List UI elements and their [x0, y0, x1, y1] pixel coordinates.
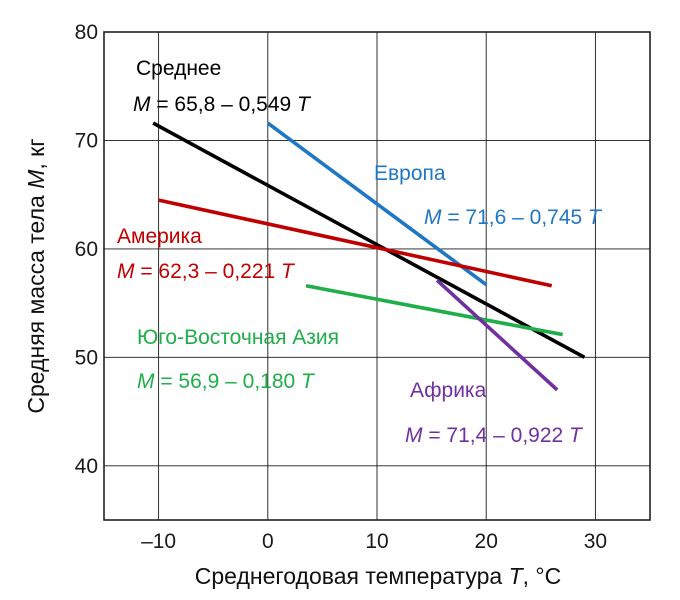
- series-label-america: Америка: [117, 225, 202, 248]
- series-label-se-asia: Юго-Восточная Азия: [137, 326, 339, 349]
- x-tick-label: 30: [584, 530, 607, 553]
- equation-america: M = 62,3 – 0,221 T: [117, 260, 296, 283]
- x-axis-title: Среднегодовая температура T, °C: [195, 563, 561, 589]
- y-tick-label: 70: [75, 129, 98, 152]
- equation-africa: M = 71,4 – 0,922 T: [405, 424, 584, 447]
- x-tick-label: 10: [365, 530, 388, 553]
- x-tick-label: –10: [141, 530, 176, 553]
- series-line-average: [152, 121, 586, 359]
- equation-average: M = 65,8 – 0,549 T: [133, 93, 312, 116]
- x-tick-label: 20: [475, 530, 498, 553]
- y-tick-label: 50: [75, 346, 98, 369]
- series-line-america: [158, 198, 553, 288]
- equation-europe: M = 71,6 – 0,745 T: [424, 206, 603, 229]
- tick-labels: –10 0 10 20 30 40 50 60 70 80: [75, 21, 607, 553]
- series-label-africa: Африка: [410, 379, 487, 402]
- series-lines: [152, 121, 586, 392]
- series-label-average: Среднее: [136, 57, 221, 80]
- series-line-europe: [266, 121, 488, 287]
- y-tick-label: 40: [75, 455, 98, 478]
- plot-frame: [103, 31, 651, 521]
- equation-se-asia: M = 56,9 – 0,180 T: [137, 370, 316, 393]
- x-tick-label: 0: [262, 530, 274, 553]
- series-label-europe: Европа: [374, 162, 446, 185]
- y-tick-label: 60: [75, 238, 98, 261]
- y-axis-title: Средняя масса тела M, кг: [23, 138, 49, 413]
- series-line-se-asia: [305, 283, 563, 337]
- y-tick-label: 80: [75, 21, 98, 44]
- series-line-africa: [435, 279, 559, 392]
